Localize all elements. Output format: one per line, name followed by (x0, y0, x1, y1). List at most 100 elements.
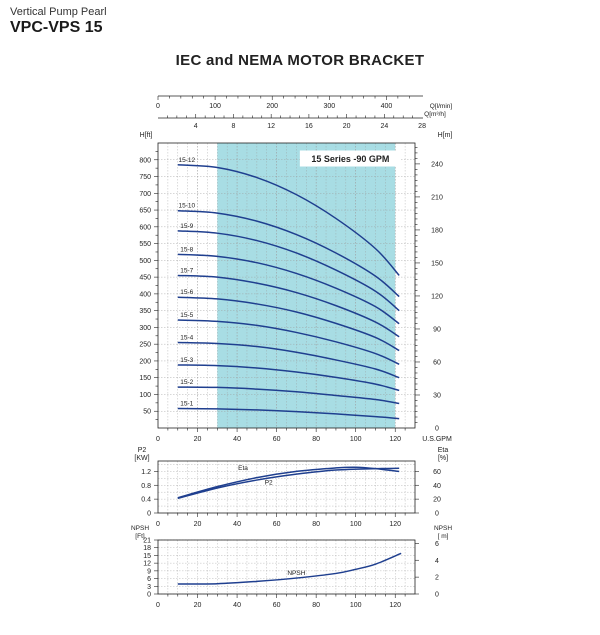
top-axis-m3h-tick-label: 28 (418, 123, 426, 130)
npsh-bottom-tick-label: 80 (312, 602, 320, 609)
power-left-unit: [KW] (134, 455, 149, 462)
bottom-axis-tick-label: 80 (312, 436, 320, 443)
top-axis-lmin-tick-label: 0 (156, 103, 160, 110)
curves (177, 164, 402, 585)
power-left-tick-label: 0.8 (141, 483, 151, 490)
npsh-right-label: NPSH (434, 525, 452, 532)
left-axis-tick-label: 100 (139, 392, 151, 399)
right-axis-tick-label: 150 (431, 260, 443, 267)
curve-label-15-12: 15-12 (178, 157, 195, 164)
head-curve-15-7 (177, 274, 400, 338)
power-bottom-tick-label: 40 (233, 521, 241, 528)
right-axis-tick-label: 240 (431, 161, 443, 168)
npsh-right-tick-label: 4 (435, 558, 439, 565)
curve-Eta (177, 466, 400, 499)
right-axis-tick-label: 120 (431, 293, 443, 300)
power-right-tick-label: 60 (433, 469, 441, 476)
power-bottom-tick-label: 120 (389, 521, 401, 528)
left-axis-label: H[ft] (140, 132, 153, 139)
left-axis-tick-label: 200 (139, 358, 151, 365)
npsh-left-tick-label: 15 (143, 553, 151, 560)
bottom-axis-tick-label: 0 (156, 436, 160, 443)
top-axis-lmin-tick-label: 300 (323, 103, 335, 110)
right-axis-tick-label: 30 (433, 392, 441, 399)
curve-label-15-4: 15-4 (180, 335, 193, 342)
right-axis-tick-label: 210 (431, 194, 443, 201)
annotation-text: 15 Series -90 GPM (311, 154, 389, 164)
head-curve-15-5 (177, 319, 400, 365)
npsh-right-unit: [ m] (438, 533, 449, 540)
curve-label-15-6: 15-6 (180, 289, 193, 296)
bottom-axis-tick-label: 60 (273, 436, 281, 443)
grid-lines (158, 143, 415, 595)
right-axis-label: H[m] (438, 132, 453, 139)
tick-marks (154, 96, 420, 598)
power-right-tick-label: 20 (433, 497, 441, 504)
npsh-left-unit: [Ft] (135, 533, 145, 540)
right-axis-tick-label: 60 (433, 359, 441, 366)
top-axis-lmin-tick-label: 200 (266, 103, 278, 110)
right-axis-tick-label: 90 (433, 326, 441, 333)
curve-label-NPSH: NPSH (287, 570, 305, 577)
npsh-left-label: NPSH (131, 525, 149, 532)
left-axis-tick-label: 250 (139, 342, 151, 349)
curve-label-Eta: Eta (238, 465, 248, 472)
power-bottom-tick-label: 100 (350, 521, 362, 528)
power-left-tick-label: 0.4 (141, 497, 151, 504)
npsh-bottom-tick-label: 120 (389, 602, 401, 609)
head-curve-15-1 (177, 407, 400, 420)
npsh-left-tick-label: 18 (143, 545, 151, 552)
top-axis-lmin-tick-label: 100 (209, 103, 221, 110)
head-curve-15-6 (177, 296, 400, 352)
left-axis-tick-label: 450 (139, 275, 151, 282)
npsh-bottom-tick-label: 60 (273, 602, 281, 609)
power-left-label: P2 (138, 447, 147, 454)
curve-P2 (177, 467, 400, 500)
power-bottom-tick-label: 0 (156, 521, 160, 528)
head-curve-15-12 (177, 164, 400, 276)
npsh-left-tick-label: 3 (147, 584, 151, 591)
power-right-tick-label: 0 (435, 511, 439, 518)
curve-NPSH (177, 552, 402, 585)
curve-label-15-10: 15-10 (178, 203, 195, 210)
power-left-tick-label: 0 (147, 511, 151, 518)
top-axis-m3h-label: Q[m³/h] (424, 111, 446, 118)
head-curve-15-10 (177, 209, 400, 298)
top-axis-m3h-tick-label: 4 (194, 123, 198, 130)
head-curve-15-3 (177, 364, 400, 392)
head-curve-15-2 (177, 386, 400, 405)
bottom-axis-tick-label: 100 (350, 436, 362, 443)
curve-label-15-3: 15-3 (180, 357, 193, 364)
power-right-label: Eta (438, 447, 449, 454)
npsh-right-tick-label: 0 (435, 592, 439, 599)
left-axis-tick-label: 50 (143, 409, 151, 416)
right-axis-tick-label: 0 (435, 426, 439, 433)
top-axis-m3h-tick-label: 12 (267, 123, 275, 130)
power-right-tick-label: 40 (433, 483, 441, 490)
page-title: IEC and NEMA MOTOR BRACKET (175, 52, 425, 69)
top-axis-lmin-tick-label: 400 (381, 103, 393, 110)
power-left-tick-label: 1.2 (141, 469, 151, 476)
bottom-axis-tick-label: 20 (194, 436, 202, 443)
bottom-axis-tick-label: 40 (233, 436, 241, 443)
header-subtitle: Vertical Pump Pearl (10, 6, 107, 18)
head-curve-15-8 (177, 253, 400, 325)
npsh-left-tick-label: 0 (147, 592, 151, 599)
left-axis-tick-label: 800 (139, 157, 151, 164)
top-axis-m3h-tick-label: 20 (343, 123, 351, 130)
curve-label-15-2: 15-2 (180, 379, 193, 386)
head-curve-15-4 (177, 341, 400, 379)
top-axis-m3h-tick-label: 16 (305, 123, 313, 130)
curve-label-15-9: 15-9 (180, 223, 193, 230)
left-axis-tick-label: 150 (139, 375, 151, 382)
power-bottom-tick-label: 20 (194, 521, 202, 528)
left-axis-tick-label: 600 (139, 224, 151, 231)
curve-label-P2: P2 (265, 479, 273, 486)
npsh-bottom-tick-label: 40 (233, 602, 241, 609)
power-bottom-tick-label: 80 (312, 521, 320, 528)
top-axis-m3h-tick-label: 8 (231, 123, 235, 130)
top-axis-m3h-tick-label: 24 (380, 123, 388, 130)
right-axis-tick-label: 180 (431, 227, 443, 234)
left-axis-tick-label: 700 (139, 191, 151, 198)
